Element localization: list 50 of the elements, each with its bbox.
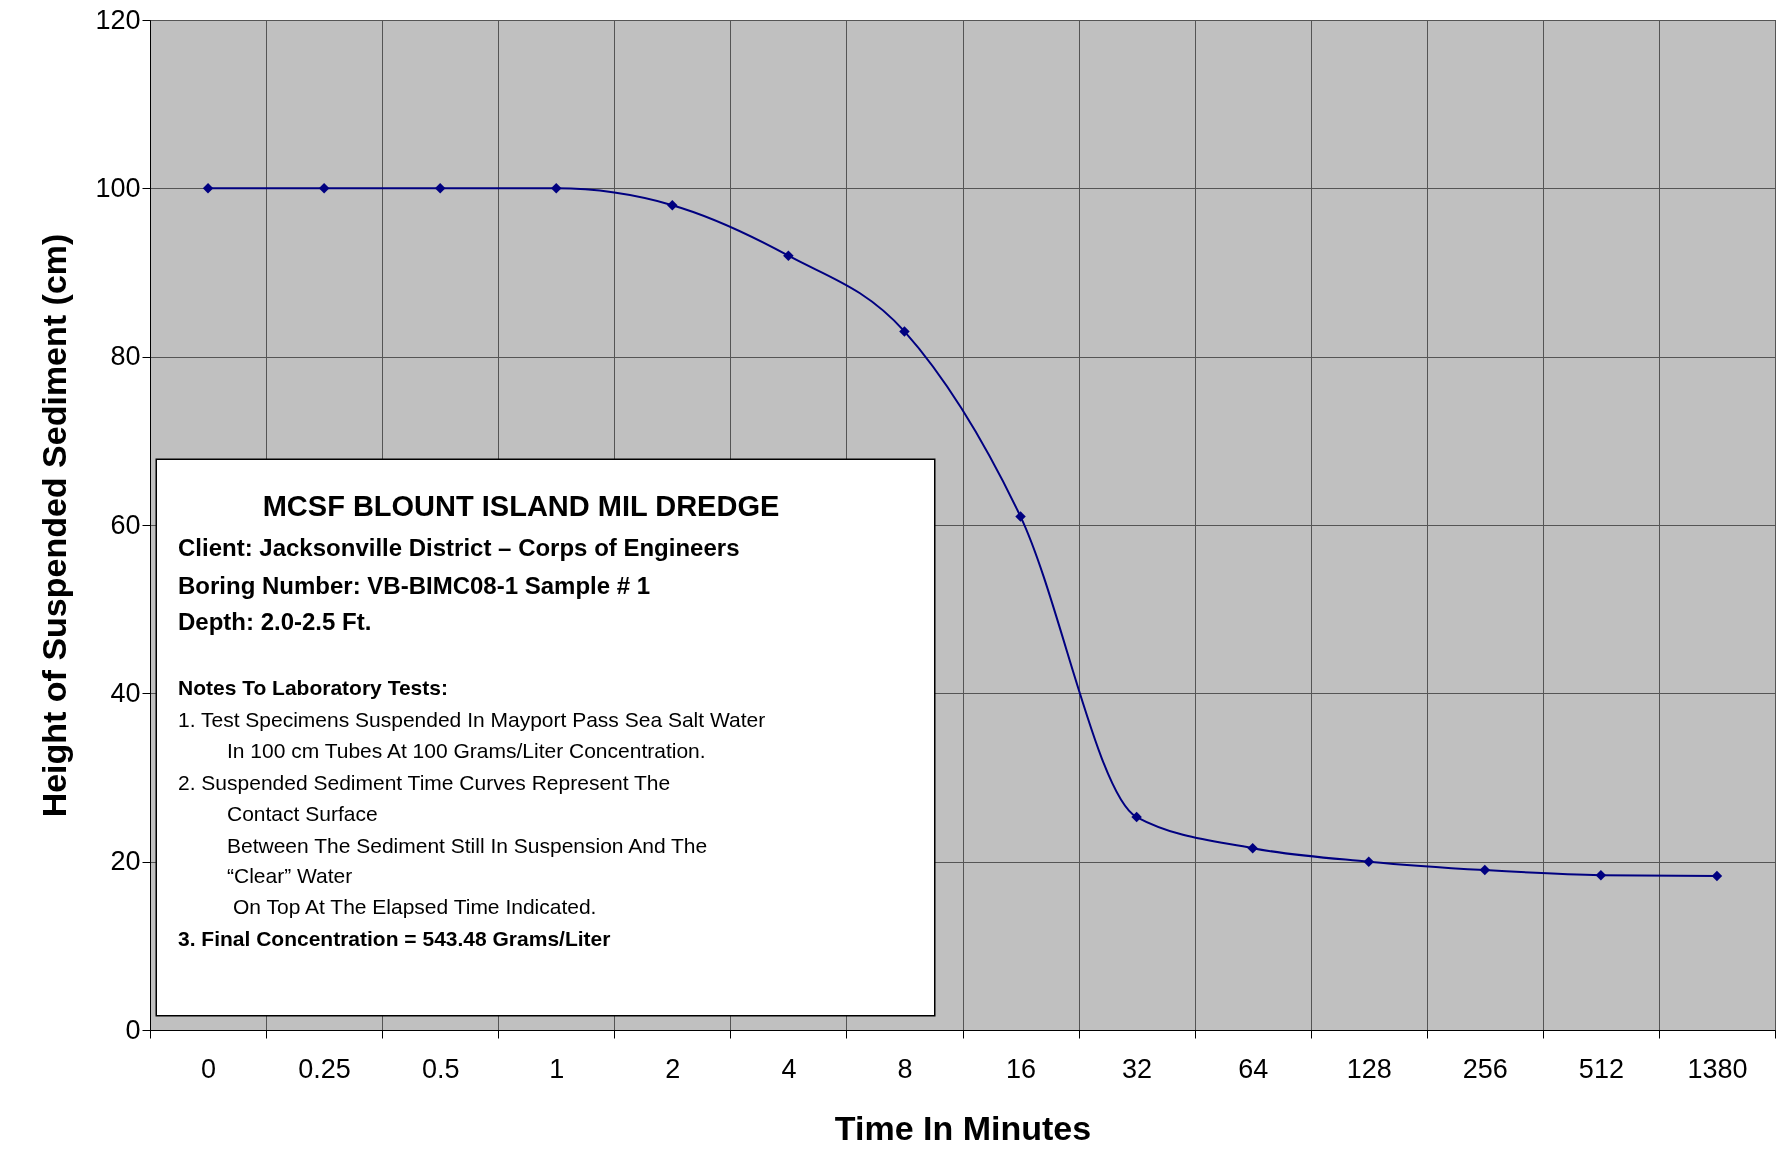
x-tick-label: 4 [781,1053,797,1084]
point [434,183,446,194]
annotation: MCSF BLOUNT ISLAND MIL DREDGE [262,490,780,522]
annotation: In 100 cm Tubes At 100 Grams/Liter Concentration. [227,739,706,762]
x-axis-title: Time In Minutes [834,1108,1092,1147]
x-tick-label: 256 [1462,1053,1508,1084]
x-tick-label: 32 [1122,1053,1153,1084]
point [1131,811,1142,823]
x-tick-label: 0.5 [421,1053,460,1084]
point [202,183,214,194]
annotation: Notes To Laboratory Tests: [178,676,448,699]
point [318,183,330,194]
point [783,250,794,261]
point [1247,842,1258,854]
x-tick-label: 1380 [1687,1053,1748,1084]
annotation: 3. Final Concentration = 543.48 Grams/Liter [178,927,611,950]
point [1595,869,1607,881]
x-tick-label: 0.25 [298,1053,351,1084]
annotation: On Top At The Elapsed Time Indicated. [233,895,597,918]
y-tick-label: 80 [110,341,141,372]
x-tick-label: 64 [1238,1053,1269,1084]
x-tick-label: 2 [665,1053,681,1084]
x-tick-label: 128 [1346,1053,1392,1084]
point [1015,511,1026,522]
x-tick-label: 8 [897,1053,913,1084]
annotation: “Clear” Water [227,864,353,887]
annotation: Client: Jacksonville District – Corps of Engineers [178,534,740,561]
y-tick-label: 60 [110,509,141,540]
x-tick-label: 0 [201,1053,217,1084]
y-tick-label: 20 [110,846,141,877]
point [1363,856,1374,867]
point [667,199,678,211]
annotation: Contact Surface [227,802,378,825]
point [1711,870,1723,882]
y-axis-title: Height of Suspended Sediment (cm) [35,233,74,818]
annotation: Depth: 2.0-2.5 Ft. [178,608,372,635]
x-tick-label: 512 [1578,1053,1624,1084]
y-tick-label: 100 [95,172,141,203]
point [551,183,562,194]
point [1479,864,1491,876]
y-tick-label: 0 [125,1014,141,1045]
x-tick-label: 1 [549,1053,565,1084]
y-tick-label: 120 [95,4,141,35]
y-tick-label: 40 [110,677,141,708]
annotation: 1. Test Specimens Suspended In Mayport Pass Sea Salt Water [178,708,766,731]
annotation: 2. Suspended Sediment Time Curves Represent The [178,771,671,794]
point [899,326,910,337]
annotation: Between The Sediment Still In Suspension And The [227,834,708,857]
x-tick-label: 16 [1006,1053,1037,1084]
annotation: Boring Number: VB-BIMC08-1 Sample # 1 [178,572,651,599]
